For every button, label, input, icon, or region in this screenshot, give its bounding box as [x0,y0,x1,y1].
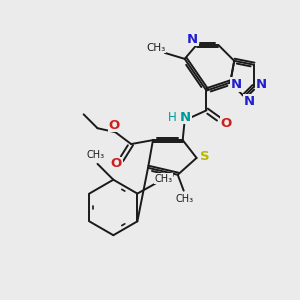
Text: N: N [244,95,255,108]
Text: N: N [187,32,198,46]
Text: CH₃: CH₃ [154,174,172,184]
Text: N: N [255,78,266,91]
Text: N: N [231,78,242,91]
Text: S: S [200,150,209,164]
Text: O: O [109,119,120,132]
Text: O: O [111,158,122,170]
Text: CH₃: CH₃ [176,194,194,203]
Text: O: O [221,117,232,130]
Text: H: H [167,111,176,124]
Text: CH₃: CH₃ [146,43,166,53]
Text: N: N [180,111,191,124]
Text: CH₃: CH₃ [86,150,105,160]
